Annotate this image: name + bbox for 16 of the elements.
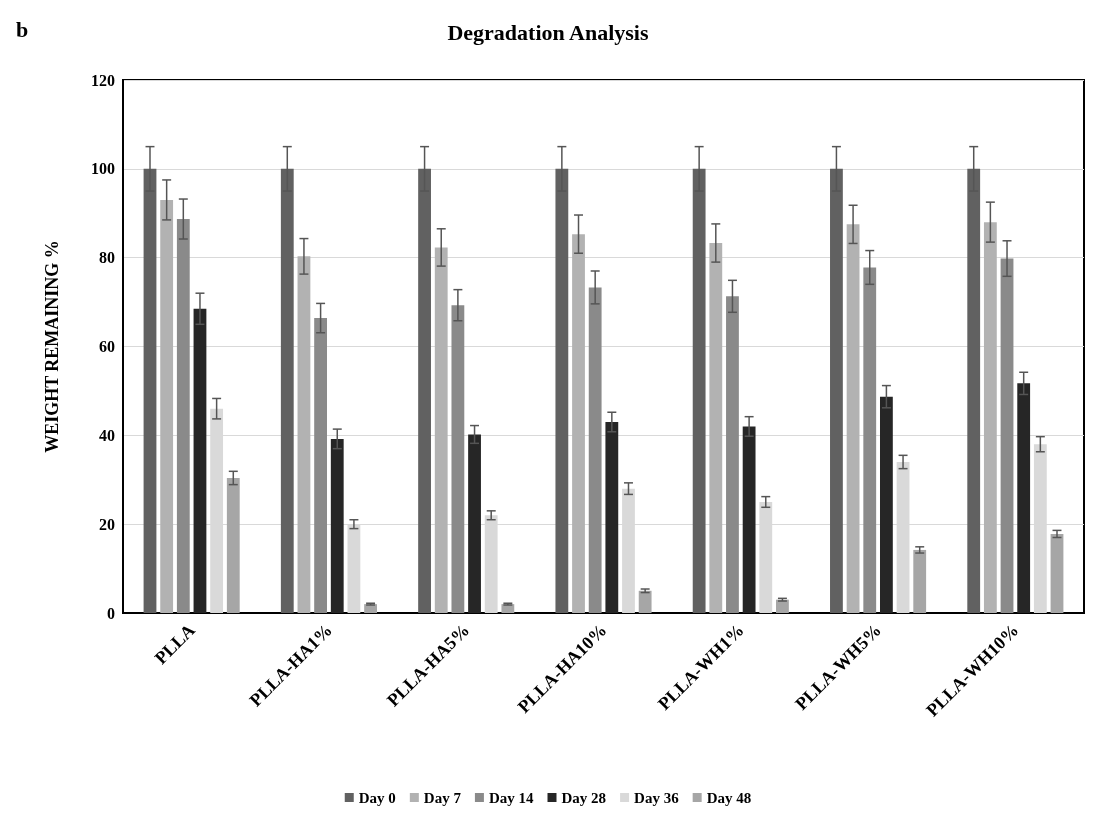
legend-label: Day 36 xyxy=(634,789,680,806)
y-tick-label: 120 xyxy=(91,71,115,89)
legend-label: Day 48 xyxy=(706,789,752,806)
legend-label: Day 28 xyxy=(561,789,607,806)
y-tick-label: 100 xyxy=(91,160,115,178)
y-tick-label: 20 xyxy=(99,515,115,533)
legend-label: Day 0 xyxy=(358,789,396,806)
y-tick-label: 40 xyxy=(99,426,115,444)
y-tick-label: 0 xyxy=(107,604,115,622)
chart-title: Degradation Analysis xyxy=(447,19,649,45)
y-tick-label: 80 xyxy=(99,249,115,267)
text: b xyxy=(16,16,29,42)
y-tick-label: 60 xyxy=(99,338,115,355)
y-axis-title: WEIGHT REMAINING % xyxy=(42,240,62,453)
legend-label: Day 7 xyxy=(423,789,462,806)
legend-label: Day 14 xyxy=(488,789,534,806)
